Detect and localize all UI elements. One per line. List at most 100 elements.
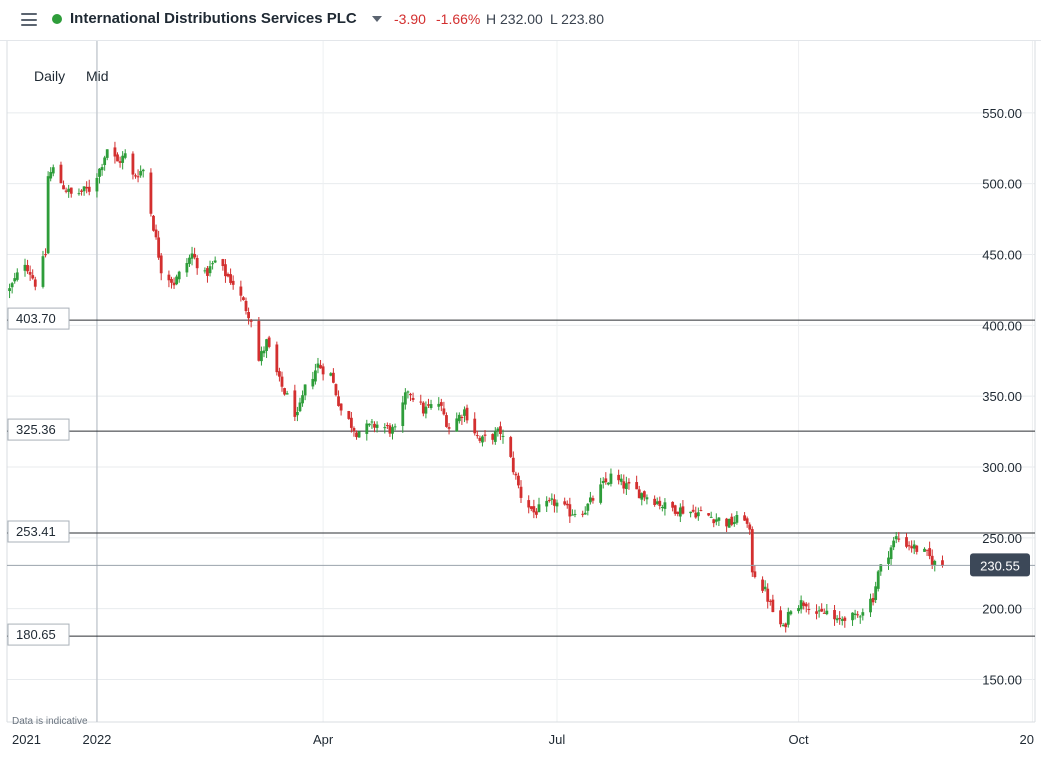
candle-up [367, 423, 371, 426]
candle-up [77, 193, 81, 195]
candle-up [203, 270, 207, 272]
candle-down [134, 175, 137, 177]
candle-down [565, 503, 569, 506]
interval-selector[interactable]: Daily [34, 68, 66, 84]
x-tick-label: Jul [549, 732, 566, 747]
candle-down [779, 610, 782, 625]
candle-down [681, 506, 685, 514]
candle-up [211, 263, 214, 265]
candle-down [804, 603, 808, 607]
candle-down [925, 549, 929, 551]
candle-up [786, 612, 790, 625]
candle-down [750, 529, 754, 573]
candle-down [409, 393, 412, 396]
candle-down [676, 511, 680, 515]
level-label-box [7, 307, 70, 330]
candle-down [529, 506, 533, 509]
candle-down [509, 437, 513, 457]
candle-down [80, 190, 83, 192]
hamburger-menu-icon[interactable] [21, 13, 37, 26]
candle-down [411, 397, 415, 400]
candle-down [275, 344, 279, 373]
instrument-header: International Distributions Services PLC… [0, 0, 1041, 41]
candle-up [188, 257, 191, 264]
candle-down [907, 545, 911, 547]
candle-down [928, 548, 932, 557]
candle-up [23, 264, 27, 271]
candle-up [545, 500, 549, 507]
candle-up [879, 564, 883, 572]
candle-up [357, 431, 361, 438]
candle-down [334, 384, 338, 396]
candle-up [98, 168, 101, 177]
candle-up [190, 253, 194, 259]
price-change: -3.90 [394, 11, 426, 27]
candle-up [370, 421, 374, 423]
candle-up [550, 498, 554, 500]
candle-up [296, 412, 299, 416]
candle-up [655, 501, 659, 504]
y-tick-label: 200.00 [982, 602, 1022, 617]
price-type-selector[interactable]: Mid [86, 68, 109, 84]
candle-up [923, 548, 926, 552]
candle-down [321, 366, 325, 375]
candle-down [930, 555, 934, 565]
candle-down [511, 457, 515, 473]
candle-up [727, 518, 731, 528]
candle-down [843, 617, 847, 621]
candle-down [532, 506, 536, 513]
candle-down [226, 273, 230, 277]
candle-down [671, 501, 675, 508]
candle-up [789, 611, 793, 615]
candle-down [871, 597, 875, 603]
candle-down [822, 612, 826, 614]
candle-up [709, 516, 713, 518]
candle-down [31, 275, 35, 279]
candle-down [591, 498, 595, 501]
candle-up [601, 481, 605, 484]
candle-down [748, 524, 752, 530]
candle-up [103, 157, 107, 166]
candle-up [861, 612, 865, 616]
candle-down [224, 264, 227, 277]
instrument-dropdown-caret-icon[interactable] [372, 16, 382, 22]
candle-down [157, 237, 161, 258]
candle-up [889, 547, 893, 560]
y-tick-label: 150.00 [982, 673, 1022, 688]
level-label-box [7, 623, 70, 646]
market-open-dot-icon [52, 14, 62, 24]
candle-up [51, 167, 55, 174]
candle-down [87, 186, 91, 192]
candle-up [175, 276, 179, 285]
candle-up [8, 288, 11, 292]
candle-up [874, 586, 878, 600]
candle-down [473, 418, 477, 434]
price-chart[interactable]: 550.00 500.00 450.00 400.00 350.00 300.00 250.… [0, 41, 1041, 758]
candle-down [802, 602, 806, 606]
candle-down [622, 481, 626, 489]
candle-up [46, 176, 50, 254]
instrument-title[interactable]: International Distributions Services PLC [70, 10, 357, 27]
candle-down [653, 498, 657, 505]
candle-down [820, 608, 824, 612]
candle-up [851, 612, 854, 621]
candle-down [154, 229, 158, 238]
candle-down [206, 268, 209, 276]
candle-up [463, 409, 466, 416]
candle-up [858, 616, 862, 618]
candle-down [712, 519, 716, 524]
candle-up [663, 502, 667, 509]
candle-down [339, 403, 343, 411]
candle-down [229, 274, 232, 283]
candle-up [213, 260, 217, 263]
candle-down [637, 489, 641, 499]
candle-up [876, 571, 880, 589]
candle-up [177, 271, 181, 280]
level-label: 180.65 [16, 627, 56, 642]
candle-down [347, 411, 351, 419]
candle-up [645, 497, 649, 500]
candle-up [105, 149, 109, 158]
candle-up [799, 600, 803, 610]
candle-up [555, 502, 559, 507]
candle-up [285, 393, 289, 395]
